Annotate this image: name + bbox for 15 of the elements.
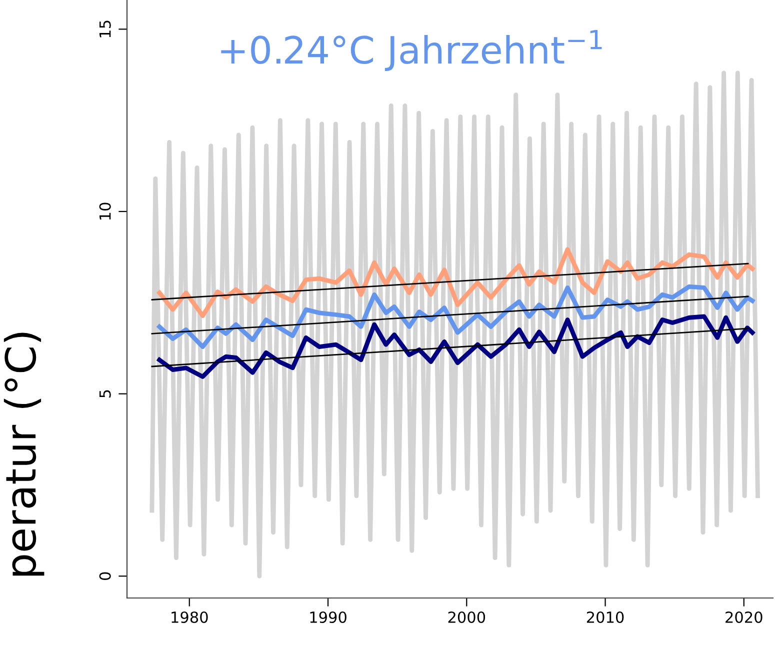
y-tick-label: 0: [99, 572, 111, 580]
y-axis-title: peratur (°C): [4, 332, 44, 576]
x-tick-label: 2010: [586, 611, 624, 624]
line-series: [157, 247, 755, 318]
x-tick-label: 1980: [172, 611, 208, 624]
x-tick-label: 2000: [448, 611, 486, 624]
line-series: [157, 314, 755, 379]
line-series: [157, 284, 755, 349]
y-tick-label: 15: [99, 20, 111, 38]
y-tick-label: 5: [99, 390, 111, 398]
line-series: [150, 70, 760, 578]
annotation: +0.24°C Jahrzehnt$^{−1}$: [221, 30, 602, 72]
x-tick-label: 2020: [726, 611, 762, 624]
x-tick-label: 1990: [310, 611, 346, 624]
y-tick-label: 10: [99, 202, 111, 220]
